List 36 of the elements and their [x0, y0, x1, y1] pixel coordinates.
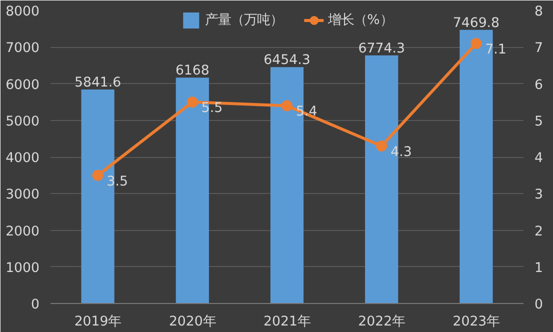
- point: [376, 140, 388, 152]
- data-label: 5841.6: [74, 76, 122, 91]
- y-tick-label: 6000: [6, 78, 40, 93]
- x-tick-label: 2023年: [452, 314, 500, 330]
- y2-tick-label: 3: [534, 188, 543, 203]
- data-label: 5.4: [296, 104, 318, 120]
- y2-tick-label: 6: [534, 78, 543, 93]
- x-tick-label: 2022年: [358, 314, 406, 330]
- y2-tick-label: 4: [534, 151, 543, 166]
- y2-tick-label: 7: [534, 41, 543, 56]
- y-tick-label: 3000: [6, 188, 40, 203]
- y2-tick-label: 8: [534, 4, 543, 20]
- x-tick-label: 2019年: [74, 314, 122, 330]
- y-tick-label: 2000: [6, 224, 40, 240]
- y-tick-label: 5000: [6, 114, 40, 130]
- data-label: 6774.3: [358, 41, 405, 56]
- y-tick-label: 0: [31, 298, 40, 312]
- y2-tick-label: 0: [534, 298, 543, 312]
- y2-tick-label: 5: [534, 114, 543, 130]
- y-tick-label: 4000: [6, 151, 40, 166]
- legend-label: 产量（万吨）: [205, 12, 284, 29]
- y-tick-label: 8000: [6, 4, 40, 20]
- y2-tick-label: 2: [534, 224, 543, 240]
- point: [282, 100, 292, 112]
- point: [186, 96, 198, 108]
- y-tick-label: 7000: [6, 41, 40, 56]
- point: [92, 170, 104, 181]
- x-tick-label: 2020年: [168, 314, 216, 330]
- x-tick-label: 2021年: [264, 314, 310, 330]
- data-label: 6454.3: [264, 53, 310, 68]
- data-label: 6168: [175, 64, 210, 79]
- y2-tick-label: 1: [534, 260, 543, 276]
- data-label: 7469.8: [452, 16, 500, 31]
- legend-label: 增长（%）: [328, 12, 393, 29]
- y-tick-label: 1000: [6, 260, 40, 276]
- point: [470, 38, 482, 49]
